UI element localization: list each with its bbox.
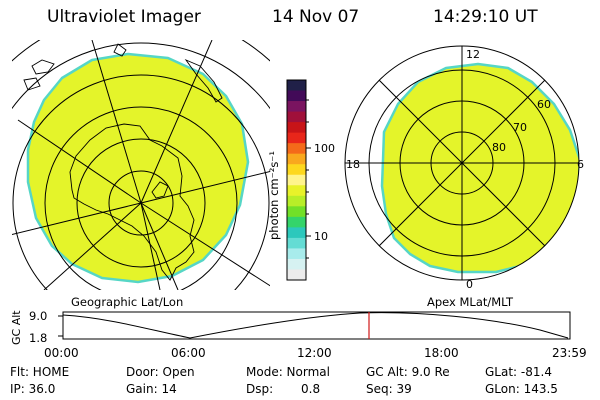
geographic-map <box>12 40 270 290</box>
flt-status: Flt: HOME <box>10 365 70 379</box>
glat-status: GLat: -81.4 <box>485 365 552 379</box>
altitude-x-tick-label: 00:00 <box>44 346 79 360</box>
altitude-ylabel: GC Alt <box>10 310 23 345</box>
meridian <box>17 119 142 204</box>
color-scale-segment <box>287 143 306 155</box>
color-scale-segment <box>287 174 306 186</box>
mlat-grid <box>344 45 580 281</box>
meridian <box>43 202 142 290</box>
lat-circle-60 <box>44 106 238 290</box>
mlt-label-left: 18 <box>346 158 360 171</box>
color-scale-segment <box>287 164 306 176</box>
meridian <box>12 202 142 236</box>
color-scale-frame <box>286 79 307 281</box>
seq-status: Seq: 39 <box>366 382 412 396</box>
color-scale-segment <box>287 248 306 260</box>
altitude-y-tick-label: 1.8 <box>29 331 47 345</box>
image-date: 14 Nov 07 <box>272 7 360 27</box>
color-scale-segment <box>287 111 306 123</box>
altitude-x-tick-label: 23:59 <box>552 346 587 360</box>
colorbar-unit: photon cm⁻²s⁻¹ <box>267 151 281 240</box>
colorbar-tick-label: 100 <box>314 142 335 155</box>
color-scale-segment <box>287 132 306 144</box>
door-status: Door: Open <box>126 365 195 379</box>
color-scale-segment <box>287 153 306 165</box>
colorbar-tick-label: 10 <box>314 230 328 243</box>
meridian <box>140 170 270 204</box>
mlat-label: 70 <box>513 121 527 134</box>
color-scale-segment <box>287 101 306 113</box>
left-panel-label: Geographic Lat/Lon <box>71 295 184 309</box>
lat-circle-70 <box>76 138 206 268</box>
color-scale <box>287 80 306 281</box>
color-scale-segment <box>287 185 306 197</box>
gc-alt-status: GC Alt: 9.0 Re <box>366 365 450 379</box>
image-time: 14:29:10 UT <box>433 7 538 27</box>
altitude-curve <box>62 312 569 339</box>
lat-circle-80 <box>108 170 174 236</box>
color-scale-segment <box>287 269 306 281</box>
altitude-x-tick-label: 06:00 <box>171 346 206 360</box>
altitude-x-tick-label: 18:00 <box>424 346 459 360</box>
right-panel-label: Apex MLat/MLT <box>427 295 514 309</box>
color-scale-segment <box>287 216 306 228</box>
mlt-label-top: 12 <box>466 48 480 61</box>
mlat-label: 60 <box>537 98 551 111</box>
glon-status: GLon: 143.5 <box>485 382 558 396</box>
color-scale-segment <box>287 122 306 134</box>
color-scale-segment <box>287 80 306 92</box>
dsp-value: 0.8 <box>301 382 321 396</box>
color-scale-segment <box>287 237 306 250</box>
altitude-plot-frame <box>62 311 571 340</box>
lat-circle-40 <box>12 42 270 110</box>
mlt-label-bottom: 0 <box>466 278 473 291</box>
auroral-image-geographic <box>26 52 250 284</box>
altitude-x-tick-label: 12:00 <box>297 346 332 360</box>
meridian <box>140 202 161 290</box>
mlat-label: 80 <box>492 141 506 154</box>
color-scale-segment <box>287 227 306 239</box>
mlt-label-right: 6 <box>577 158 584 171</box>
dsp-label: Dsp: <box>246 382 274 396</box>
mode-status: Mode: Normal <box>246 365 330 379</box>
meridian <box>140 202 270 287</box>
latlon-grid <box>12 40 270 290</box>
meridian <box>91 40 142 204</box>
meridian <box>140 40 213 204</box>
altitude-y-tick-label: 9.0 <box>29 309 47 323</box>
color-scale-segment <box>287 258 306 271</box>
mlt-line-9-21 <box>378 79 546 247</box>
gain-status: Gain: 14 <box>126 382 177 396</box>
color-scale-segment <box>287 90 306 102</box>
instrument-title: Ultraviolet Imager <box>47 7 201 27</box>
coastlines <box>23 43 223 281</box>
color-scale-segment <box>287 206 306 218</box>
ip-status: IP: 36.0 <box>10 382 56 396</box>
color-scale-segment <box>287 195 306 207</box>
lat-circle-50 <box>12 74 270 290</box>
